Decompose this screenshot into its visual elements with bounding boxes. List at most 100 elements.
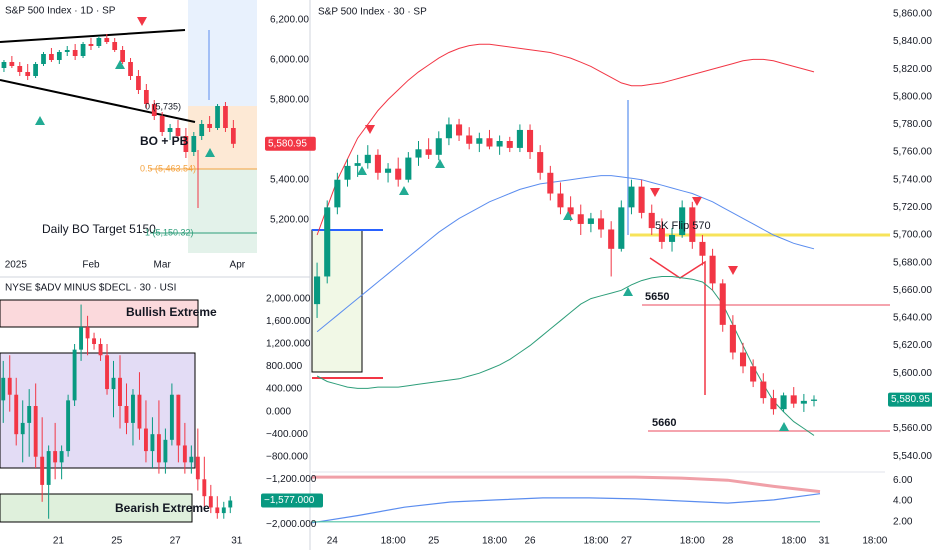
x-tick-label: 26 <box>524 536 536 547</box>
candle-body <box>183 136 189 152</box>
candle-body <box>80 44 86 56</box>
candle-body <box>215 507 220 514</box>
annotation: BO + PB <box>140 134 189 148</box>
marks <box>1 34 821 524</box>
y-tick-label: 4.00 <box>893 496 913 507</box>
x-tick-label: 24 <box>327 536 339 547</box>
candle-body <box>395 168 402 180</box>
candle-body <box>199 124 205 136</box>
price-label: −1,577.000 <box>264 495 315 506</box>
candle-body <box>72 349 77 401</box>
x-tick-label: 31 <box>819 536 831 547</box>
y-tick-label: 5,680.00 <box>893 257 932 268</box>
candle-body <box>228 500 233 508</box>
candle-body <box>88 44 94 46</box>
candle-body <box>46 451 51 485</box>
y-tick-label: 2,000.000 <box>266 294 311 305</box>
annotation: 5650 <box>645 291 669 303</box>
y-tick-label: 5,780.00 <box>893 119 932 130</box>
candle-body <box>59 451 64 463</box>
y-tick-label: 5,660.00 <box>893 285 932 296</box>
candle-body <box>760 381 767 399</box>
candle-body <box>476 138 483 144</box>
candle-body <box>66 400 71 452</box>
y-tick-label: 5,820.00 <box>893 64 932 75</box>
y-tick-label: 6,200.00 <box>270 15 309 26</box>
range-box <box>311 229 363 373</box>
annotation: Bearish Extreme <box>115 501 210 515</box>
candle-body <box>466 135 473 144</box>
chart-title: S&P 500 Index · 30 · SP <box>318 7 427 18</box>
candle-body <box>668 235 676 242</box>
x-tick-label: 18:00 <box>862 536 887 547</box>
candle-body <box>14 394 19 435</box>
candle-body <box>85 327 90 339</box>
candle-body <box>324 207 331 277</box>
fib-zone <box>188 169 257 253</box>
candle-body <box>456 124 463 136</box>
candle-body <box>496 141 503 147</box>
candle-body <box>425 149 432 155</box>
candle-body <box>41 54 46 64</box>
trend-line <box>0 29 186 43</box>
candle-body <box>445 124 452 139</box>
candle-body <box>597 218 605 230</box>
band-line <box>316 43 815 236</box>
candle-body <box>53 451 58 463</box>
y-tick-label: 5,740.00 <box>893 174 932 185</box>
candle-body <box>608 229 615 249</box>
candle-body <box>790 395 797 404</box>
candle-body <box>137 394 142 429</box>
candle-body <box>175 128 181 136</box>
y-tick-label: 5,640.00 <box>893 313 932 324</box>
candle-body <box>230 128 236 144</box>
candle-body <box>364 154 371 164</box>
y-tick-label: 400.000 <box>266 384 303 395</box>
x-tick-label: 27 <box>170 536 182 547</box>
candle-body <box>527 129 534 153</box>
x-tick-label: 18:00 <box>781 536 806 547</box>
annotation: Daily BO Target 5150 <box>42 222 156 236</box>
candle-body <box>27 406 32 423</box>
candle-body <box>658 228 665 242</box>
candle-body <box>156 434 161 463</box>
candle-body <box>547 172 554 194</box>
candle-body <box>163 439 168 463</box>
candle-body <box>537 152 544 173</box>
y-tick-label: 5,540.00 <box>893 451 932 462</box>
candle-body <box>92 338 96 344</box>
band-line <box>316 276 815 436</box>
candle-body <box>638 186 645 213</box>
candle-body <box>195 456 200 480</box>
candle-body <box>1 62 7 68</box>
candle-body <box>334 179 341 208</box>
candle-body <box>20 422 25 435</box>
candle-body <box>679 207 686 235</box>
y-tick-label: 5,760.00 <box>893 147 932 158</box>
y-tick-label: 5,700.00 <box>893 230 932 241</box>
candle-body <box>486 138 493 147</box>
candle-body <box>40 456 45 485</box>
candle-body <box>159 116 165 132</box>
candle-body <box>567 207 574 215</box>
y-tick-label: −400.000 <box>266 429 308 440</box>
candle-body <box>506 141 513 148</box>
x-tick-label: 18:00 <box>583 536 608 547</box>
y-tick-label: 5,400.00 <box>270 175 309 186</box>
candle-body <box>167 128 173 132</box>
band-line <box>316 175 815 333</box>
candle-body <box>699 241 706 256</box>
candle-body <box>208 496 213 508</box>
candle-body <box>405 157 412 180</box>
candle-body <box>118 377 122 406</box>
candle-body <box>689 207 696 242</box>
candle-body <box>221 507 226 514</box>
target-zone <box>188 0 257 106</box>
annotation: 1 (5,150.32) <box>145 227 194 237</box>
candle-body <box>144 428 148 452</box>
candle-body <box>128 62 133 76</box>
candle-body <box>223 106 228 128</box>
price-label: 5,580.95 <box>891 394 930 405</box>
